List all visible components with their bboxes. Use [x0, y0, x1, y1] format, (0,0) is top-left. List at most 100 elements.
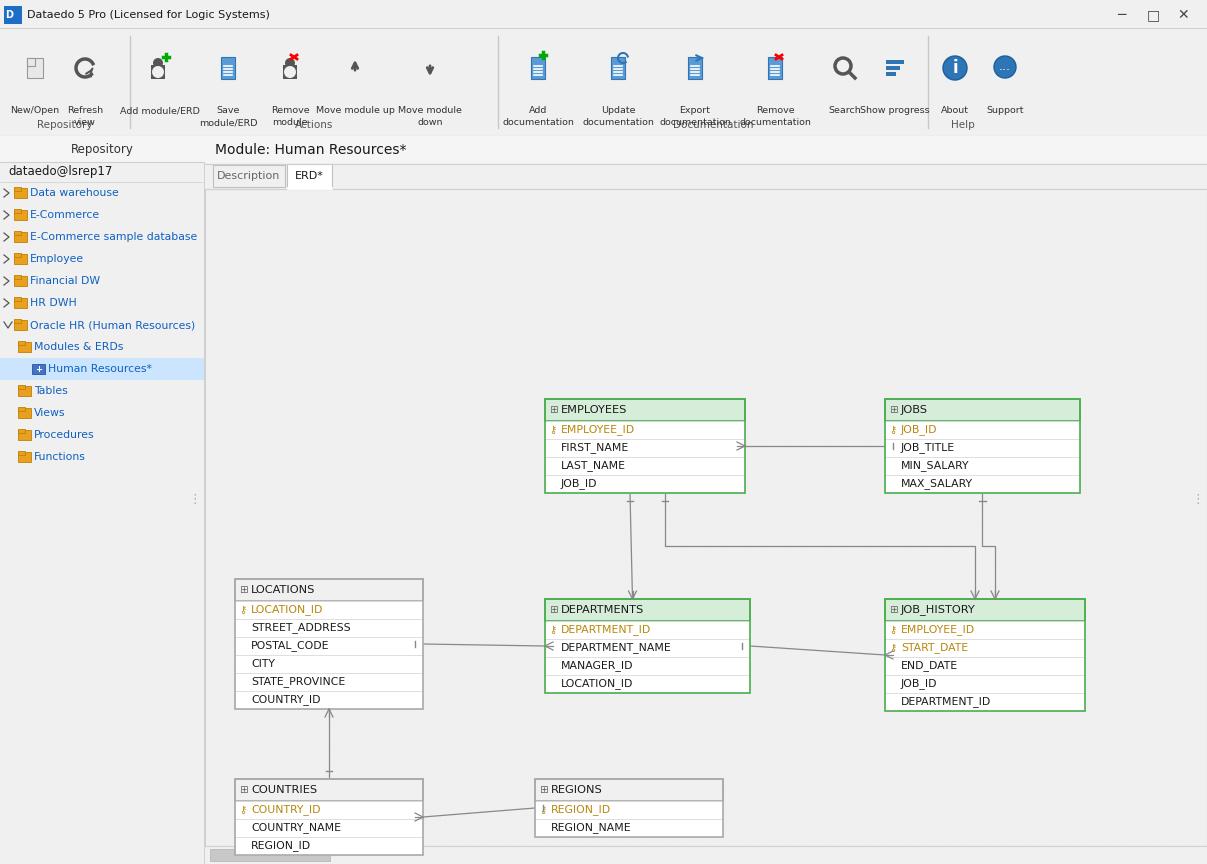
Bar [235, 673, 422, 691]
Bar [546, 675, 750, 693]
Bar [235, 579, 422, 709]
Text: Remove: Remove [756, 106, 794, 115]
Text: Procedures: Procedures [34, 430, 94, 440]
Bar [18, 451, 25, 455]
Text: DEPARTMENT_ID: DEPARTMENT_ID [561, 625, 652, 635]
Text: ⋮: ⋮ [1191, 493, 1205, 506]
Text: COUNTRIES: COUNTRIES [251, 785, 317, 795]
Bar [14, 232, 27, 242]
Bar [18, 452, 31, 462]
Bar [14, 210, 27, 220]
Text: POSTAL_CODE: POSTAL_CODE [251, 640, 330, 651]
Text: ✕: ✕ [1177, 8, 1189, 22]
Text: Export: Export [680, 106, 711, 115]
Bar [885, 675, 1085, 693]
Text: MAX_SALARY: MAX_SALARY [900, 479, 973, 489]
Bar [235, 837, 422, 855]
Text: ...: ... [999, 60, 1011, 73]
Bar [885, 439, 1080, 457]
Text: JOB_HISTORY: JOB_HISTORY [900, 605, 975, 615]
Text: JOB_ID: JOB_ID [561, 479, 597, 489]
Text: Human Resources*: Human Resources* [48, 364, 152, 374]
Bar [18, 341, 25, 345]
Bar [546, 399, 745, 421]
Text: Documentation: Documentation [672, 120, 753, 130]
Text: ⚷: ⚷ [549, 425, 556, 435]
Bar [535, 779, 723, 801]
Bar [885, 475, 1080, 493]
Bar [535, 779, 723, 837]
Text: Add module/ERD: Add module/ERD [119, 106, 200, 115]
Bar [885, 399, 1080, 493]
Polygon shape [27, 58, 43, 78]
Bar [885, 599, 1085, 621]
Text: START_DATE: START_DATE [900, 643, 968, 653]
Text: Search: Search [829, 106, 862, 115]
Text: COUNTRY_ID: COUNTRY_ID [251, 804, 321, 816]
Bar [14, 209, 21, 213]
Text: Views: Views [34, 408, 65, 418]
Bar [546, 439, 745, 457]
Text: ⊞: ⊞ [549, 405, 558, 415]
Bar [235, 619, 422, 637]
Bar [14, 275, 21, 279]
Bar [235, 819, 422, 837]
Bar [235, 801, 422, 819]
Text: STATE_PROVINCE: STATE_PROVINCE [251, 677, 345, 688]
Text: About: About [941, 106, 969, 115]
Text: ⚷: ⚷ [890, 625, 896, 635]
Text: dataedo@lsrep17: dataedo@lsrep17 [8, 166, 112, 179]
Bar [885, 421, 1080, 439]
Text: HR DWH: HR DWH [30, 298, 77, 308]
Text: documentation: documentation [739, 118, 811, 127]
Bar [18, 429, 25, 433]
Bar [282, 65, 297, 79]
Bar [885, 621, 1085, 639]
Bar [546, 399, 745, 493]
Bar [18, 430, 31, 440]
Bar [886, 66, 900, 70]
Bar [546, 475, 745, 493]
Text: JOB_ID: JOB_ID [900, 424, 938, 435]
Text: E-Commerce sample database: E-Commerce sample database [30, 232, 197, 242]
Bar [287, 164, 332, 188]
Text: FIRST_NAME: FIRST_NAME [561, 442, 629, 454]
Text: END_DATE: END_DATE [900, 661, 958, 671]
Text: ⊞: ⊞ [890, 605, 898, 615]
Text: documentation: documentation [582, 118, 654, 127]
Text: +: + [35, 365, 42, 373]
Bar [14, 188, 27, 198]
Circle shape [943, 56, 967, 80]
Bar [210, 849, 330, 861]
Bar [546, 657, 750, 675]
Bar [18, 408, 31, 418]
Bar [546, 421, 745, 439]
Bar [14, 297, 21, 301]
Text: Module: Human Resources*: Module: Human Resources* [215, 143, 407, 157]
Bar [18, 385, 25, 389]
Bar [688, 57, 702, 79]
Text: EMPLOYEE_ID: EMPLOYEE_ID [900, 625, 975, 635]
Text: Financial DW: Financial DW [30, 276, 100, 286]
Bar [886, 60, 904, 64]
Text: ⊞: ⊞ [549, 605, 558, 615]
Text: Move module: Move module [398, 106, 462, 115]
Text: REGIONS: REGIONS [552, 785, 602, 795]
Bar [4, 6, 22, 24]
Text: Description: Description [217, 171, 281, 181]
Text: ⚷: ⚷ [549, 625, 556, 635]
Bar [14, 319, 21, 323]
Bar [546, 599, 750, 621]
Text: EMPLOYEE_ID: EMPLOYEE_ID [561, 424, 635, 435]
Text: Data warehouse: Data warehouse [30, 188, 118, 198]
Text: documentation: documentation [502, 118, 575, 127]
Text: Tables: Tables [34, 386, 68, 396]
Text: Repository: Repository [37, 120, 93, 130]
Text: Actions: Actions [295, 120, 333, 130]
Text: ERD*: ERD* [295, 171, 323, 181]
Text: Refresh: Refresh [66, 106, 103, 115]
Text: ─: ─ [1116, 8, 1125, 22]
Bar [205, 846, 1207, 864]
Text: DEPARTMENTS: DEPARTMENTS [561, 605, 645, 615]
Text: ⚷: ⚷ [890, 643, 896, 653]
